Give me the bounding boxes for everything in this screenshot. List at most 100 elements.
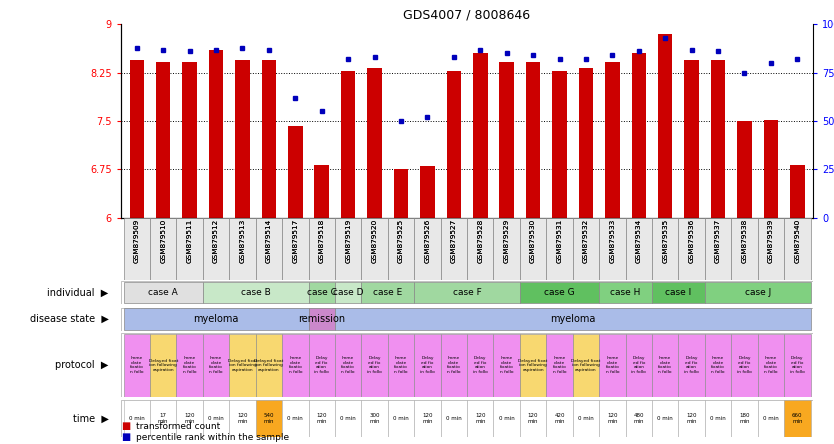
Bar (573, 400, 599, 437)
Bar (784, 218, 811, 280)
Text: case J: case J (745, 288, 771, 297)
Bar (177, 218, 203, 280)
Text: GSM879533: GSM879533 (610, 219, 615, 263)
Bar (123, 400, 150, 437)
Text: GSM879520: GSM879520 (372, 219, 378, 263)
Bar (309, 218, 335, 280)
Bar (494, 400, 520, 437)
Bar (203, 282, 309, 303)
Bar (599, 218, 626, 280)
Text: GSM879531: GSM879531 (556, 219, 562, 263)
Bar (737, 121, 751, 218)
Text: 120
min: 120 min (422, 413, 433, 424)
Text: 120
min: 120 min (686, 413, 697, 424)
Text: GSM879517: GSM879517 (292, 219, 299, 263)
Bar (705, 282, 811, 303)
Text: 480
min: 480 min (634, 413, 644, 424)
Text: GSM879529: GSM879529 (504, 219, 510, 263)
Text: 0 min: 0 min (393, 416, 409, 421)
Text: GSM879512: GSM879512 (213, 219, 219, 263)
Bar (599, 333, 626, 397)
Bar (282, 333, 309, 397)
Bar (599, 282, 652, 303)
Bar (150, 400, 177, 437)
Text: 120
min: 120 min (607, 413, 618, 424)
Text: GSM879528: GSM879528 (477, 219, 483, 263)
Bar (440, 333, 467, 397)
Bar (282, 218, 309, 280)
Text: Delay
ed fix
ation
in follo: Delay ed fix ation in follo (314, 356, 329, 374)
Text: Delayed fixat
ion following
aspiration: Delayed fixat ion following aspiration (519, 359, 548, 372)
Bar (757, 218, 784, 280)
Bar (309, 282, 335, 303)
Text: GSM879539: GSM879539 (768, 219, 774, 263)
Text: remission: remission (299, 314, 345, 324)
Bar (123, 309, 309, 330)
Bar (335, 309, 811, 330)
Text: GSM879527: GSM879527 (451, 219, 457, 263)
Text: GSM879540: GSM879540 (794, 219, 801, 263)
Text: disease state  ▶: disease state ▶ (29, 314, 108, 324)
Bar (626, 218, 652, 280)
Bar (520, 282, 599, 303)
Bar (420, 166, 435, 218)
Text: GSM879534: GSM879534 (636, 219, 642, 263)
Text: Delay
ed fix
ation
in follo: Delay ed fix ation in follo (684, 356, 699, 374)
Bar (467, 333, 494, 397)
Text: GSM879514: GSM879514 (266, 219, 272, 263)
Text: GSM879529: GSM879529 (504, 219, 510, 263)
Text: case G: case G (545, 288, 575, 297)
Text: GSM879528: GSM879528 (477, 219, 483, 263)
Bar (335, 218, 361, 280)
Bar (552, 71, 567, 218)
Text: time  ▶: time ▶ (73, 413, 108, 424)
Bar (757, 333, 784, 397)
Bar (309, 400, 335, 437)
Title: GDS4007 / 8008646: GDS4007 / 8008646 (404, 9, 530, 22)
Bar (335, 400, 361, 437)
Bar (579, 68, 593, 218)
Bar (394, 169, 409, 218)
Bar (520, 218, 546, 280)
Bar (678, 218, 705, 280)
Bar (256, 218, 282, 280)
Text: Delay
ed fix
ation
in follo: Delay ed fix ation in follo (737, 356, 751, 374)
Bar (414, 218, 440, 280)
Bar (341, 71, 355, 218)
Text: myeloma: myeloma (550, 314, 595, 324)
Text: ■: ■ (121, 420, 130, 431)
Bar (467, 400, 494, 437)
Text: case B: case B (241, 288, 270, 297)
Bar (658, 34, 672, 218)
Text: GSM879510: GSM879510 (160, 219, 166, 263)
Text: GSM879511: GSM879511 (187, 219, 193, 263)
Bar (500, 62, 514, 218)
Text: GSM879525: GSM879525 (398, 219, 404, 263)
Bar (361, 218, 388, 280)
Bar (282, 400, 309, 437)
Bar (361, 282, 414, 303)
Text: GSM879533: GSM879533 (610, 219, 615, 263)
Bar (440, 400, 467, 437)
Bar (631, 53, 646, 218)
Bar (731, 333, 757, 397)
Bar (229, 400, 256, 437)
Bar (129, 60, 144, 218)
Bar (525, 62, 540, 218)
Bar (288, 126, 303, 218)
Text: GSM879518: GSM879518 (319, 219, 324, 263)
Bar (705, 218, 731, 280)
Text: 180
min: 180 min (739, 413, 750, 424)
Text: Imme
diate
fixatio
n follo: Imme diate fixatio n follo (553, 356, 566, 374)
Bar (388, 218, 414, 280)
Text: Delayed fixat
ion following
aspiration: Delayed fixat ion following aspiration (571, 359, 600, 372)
Bar (494, 218, 520, 280)
Bar (757, 400, 784, 437)
Bar (446, 71, 461, 218)
Text: Delay
ed fix
ation
in follo: Delay ed fix ation in follo (367, 356, 382, 374)
Text: GSM879536: GSM879536 (689, 219, 695, 263)
Text: GSM879530: GSM879530 (530, 219, 536, 263)
Bar (784, 333, 811, 397)
Text: Imme
diate
fixatio
n follo: Imme diate fixatio n follo (394, 356, 408, 374)
Bar (262, 60, 276, 218)
